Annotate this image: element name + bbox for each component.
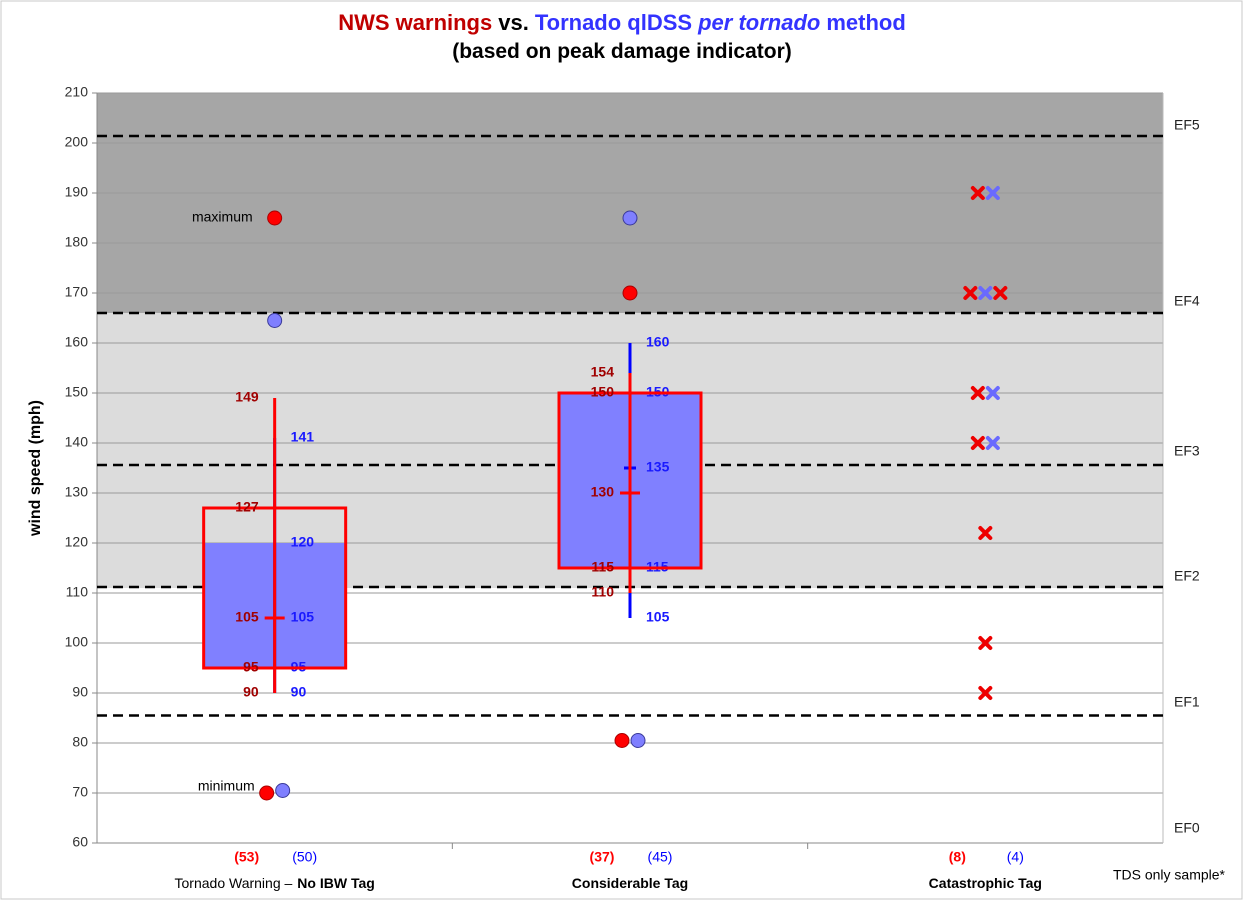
ef-label: EF2 bbox=[1174, 568, 1200, 584]
y-tick-label: 160 bbox=[65, 334, 89, 350]
box-value-label: 120 bbox=[291, 534, 315, 550]
box-value-label: 141 bbox=[291, 429, 315, 445]
box-value-label: 105 bbox=[646, 609, 670, 625]
box-value-label: 90 bbox=[243, 684, 259, 700]
y-tick-label: 100 bbox=[65, 634, 89, 650]
point bbox=[963, 286, 978, 300]
box-value-label: 105 bbox=[291, 609, 315, 625]
sample-count: (50) bbox=[292, 849, 317, 865]
point bbox=[978, 526, 993, 540]
y-tick-label: 150 bbox=[65, 384, 89, 400]
point bbox=[993, 286, 1008, 300]
min-point bbox=[275, 783, 291, 798]
sample-count: (53) bbox=[234, 849, 259, 865]
y-tick-label: 80 bbox=[72, 734, 88, 750]
chart-title: NWS warnings vs. Tornado qlDSS per tornado m… bbox=[0, 10, 1244, 36]
box-value-label: 105 bbox=[235, 609, 259, 625]
x-tick-label-part: Considerable Tag bbox=[572, 875, 688, 891]
max-point bbox=[622, 210, 638, 226]
ef-label: EF5 bbox=[1174, 117, 1200, 133]
title-part: NWS warnings bbox=[338, 10, 493, 35]
box-value-label: 149 bbox=[235, 389, 259, 405]
title-part: Tornado qlDSS bbox=[534, 10, 693, 35]
y-tick-label: 120 bbox=[65, 534, 89, 550]
y-tick-label: 140 bbox=[65, 434, 89, 450]
point bbox=[985, 186, 1000, 200]
x-tick-label: Tornado Warning – No IBW Tag bbox=[175, 875, 375, 891]
footnote: TDS only sample* bbox=[1113, 867, 1226, 883]
max-point bbox=[622, 285, 638, 301]
point bbox=[985, 436, 1000, 450]
x-tick-label: Considerable Tag bbox=[572, 875, 688, 891]
point bbox=[978, 636, 993, 650]
annotation: maximum bbox=[192, 209, 253, 225]
box-value-label: 90 bbox=[291, 684, 307, 700]
y-tick-label: 130 bbox=[65, 484, 89, 500]
y-tick-label: 70 bbox=[72, 784, 88, 800]
point bbox=[970, 386, 985, 400]
title-part: method bbox=[826, 10, 906, 35]
x-tick-label-part: Catastrophic Tag bbox=[929, 875, 1042, 891]
ef-label: EF0 bbox=[1174, 820, 1200, 836]
point bbox=[970, 186, 985, 200]
box-value-label: 135 bbox=[646, 459, 670, 475]
box-value-label: 154 bbox=[591, 364, 615, 380]
ef-label: EF1 bbox=[1174, 694, 1200, 710]
y-tick-label: 180 bbox=[65, 234, 89, 250]
annotation: minimum bbox=[198, 778, 255, 794]
ef-label: EF4 bbox=[1174, 293, 1200, 309]
title-part: per tornado bbox=[698, 10, 821, 35]
box-value-label: 127 bbox=[235, 499, 259, 515]
sample-count: (37) bbox=[590, 849, 615, 865]
x-tick-label-part: No IBW Tag bbox=[297, 875, 375, 891]
max-point bbox=[267, 313, 283, 328]
min-point bbox=[614, 733, 630, 748]
chart-subtitle: (based on peak damage indicator) bbox=[452, 40, 792, 63]
y-axis-label: wind speed (mph) bbox=[27, 400, 44, 537]
y-tick-label: 210 bbox=[65, 84, 89, 100]
box-value-label: 95 bbox=[243, 659, 259, 675]
sample-count: (45) bbox=[648, 849, 673, 865]
box-value-label: 110 bbox=[591, 584, 614, 600]
box-value-label: 130 bbox=[591, 484, 615, 500]
box-value-label: 115 bbox=[591, 559, 614, 575]
y-tick-label: 60 bbox=[72, 834, 88, 850]
point bbox=[970, 436, 985, 450]
point bbox=[978, 686, 993, 700]
point bbox=[985, 386, 1000, 400]
sample-count: (4) bbox=[1007, 849, 1024, 865]
min-point bbox=[630, 733, 646, 748]
sample-count: (8) bbox=[949, 849, 966, 865]
y-tick-label: 200 bbox=[65, 134, 89, 150]
x-tick-label: Catastrophic Tag bbox=[929, 875, 1042, 891]
y-tick-label: 90 bbox=[72, 684, 88, 700]
ef-band bbox=[97, 93, 1163, 313]
box-value-label: 150 bbox=[591, 384, 615, 400]
max-point bbox=[267, 210, 283, 226]
point bbox=[978, 286, 993, 300]
x-tick-label-part: Tornado Warning – bbox=[175, 875, 293, 891]
y-tick-label: 170 bbox=[65, 284, 89, 300]
y-tick-label: 110 bbox=[66, 584, 89, 600]
min-point bbox=[259, 785, 275, 801]
title-part: vs. bbox=[498, 10, 529, 35]
box-value-label: 160 bbox=[646, 334, 670, 350]
y-tick-label: 190 bbox=[65, 184, 89, 200]
ef-label: EF3 bbox=[1174, 443, 1200, 459]
